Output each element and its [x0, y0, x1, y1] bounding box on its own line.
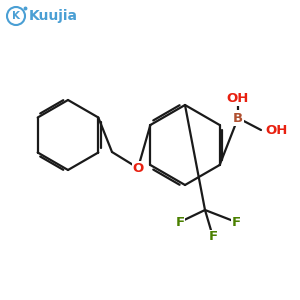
Text: OH: OH — [227, 92, 249, 105]
Text: F: F — [208, 230, 217, 244]
Text: OH: OH — [265, 124, 287, 136]
Text: K: K — [12, 11, 20, 21]
Text: B: B — [233, 112, 243, 124]
Text: O: O — [132, 161, 144, 175]
Text: F: F — [231, 215, 241, 229]
Text: F: F — [176, 215, 184, 229]
Text: Kuujia: Kuujia — [29, 9, 78, 23]
